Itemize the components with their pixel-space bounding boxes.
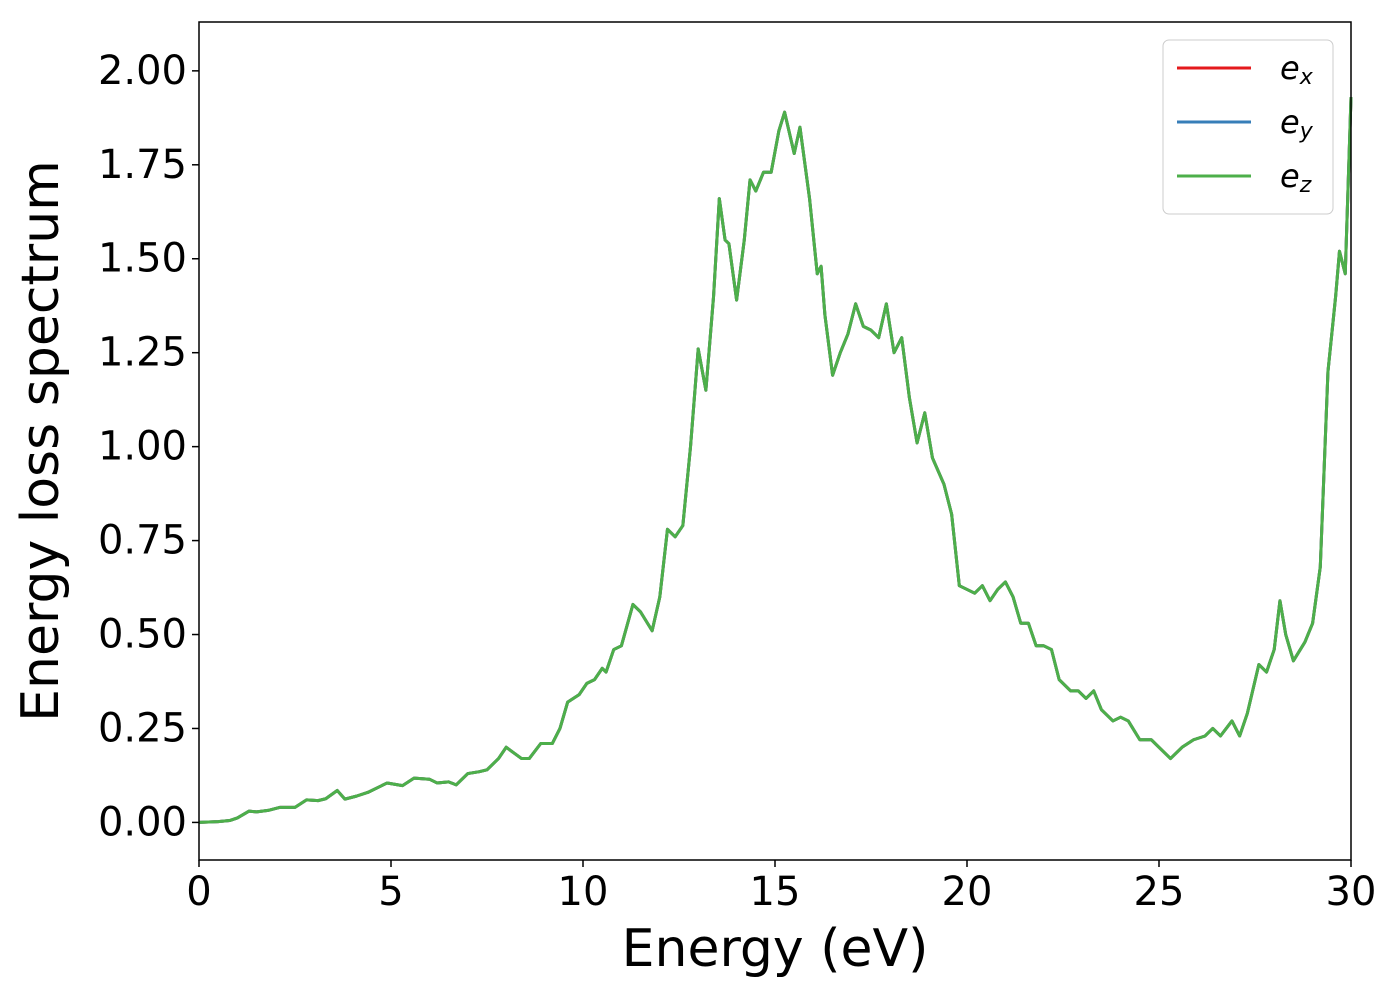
x-tick-label: 25 [1134,869,1185,915]
y-tick-label: 0.75 [98,518,187,564]
legend-box [1162,39,1334,215]
y-axis-label: Energy loss spectrum [11,160,71,722]
data-line [198,97,1353,824]
x-tick-label: 15 [750,869,801,915]
legend-label: ex [1280,49,1314,90]
y-tick-label: 0.25 [98,705,187,751]
y-tick-label: 1.75 [98,142,187,188]
x-tick-label: 5 [378,869,403,915]
x-axis-label: Energy (eV) [622,919,929,979]
x-tick-label: 0 [186,869,211,915]
plot-frame [198,21,1352,861]
legend-label: ez [1280,157,1312,198]
y-tick-label: 1.50 [98,236,187,282]
y-tick-label: 2.00 [98,48,187,94]
x-tick-label: 20 [942,869,993,915]
y-tick-label: 1.00 [98,424,187,470]
y-tick-label: 1.25 [98,330,187,376]
y-tick-label: 0.50 [98,612,187,658]
legend-label: ey [1280,103,1314,144]
x-tick-label: 30 [1326,869,1377,915]
y-tick-label: 0.00 [98,799,187,845]
x-tick-label: 10 [558,869,609,915]
